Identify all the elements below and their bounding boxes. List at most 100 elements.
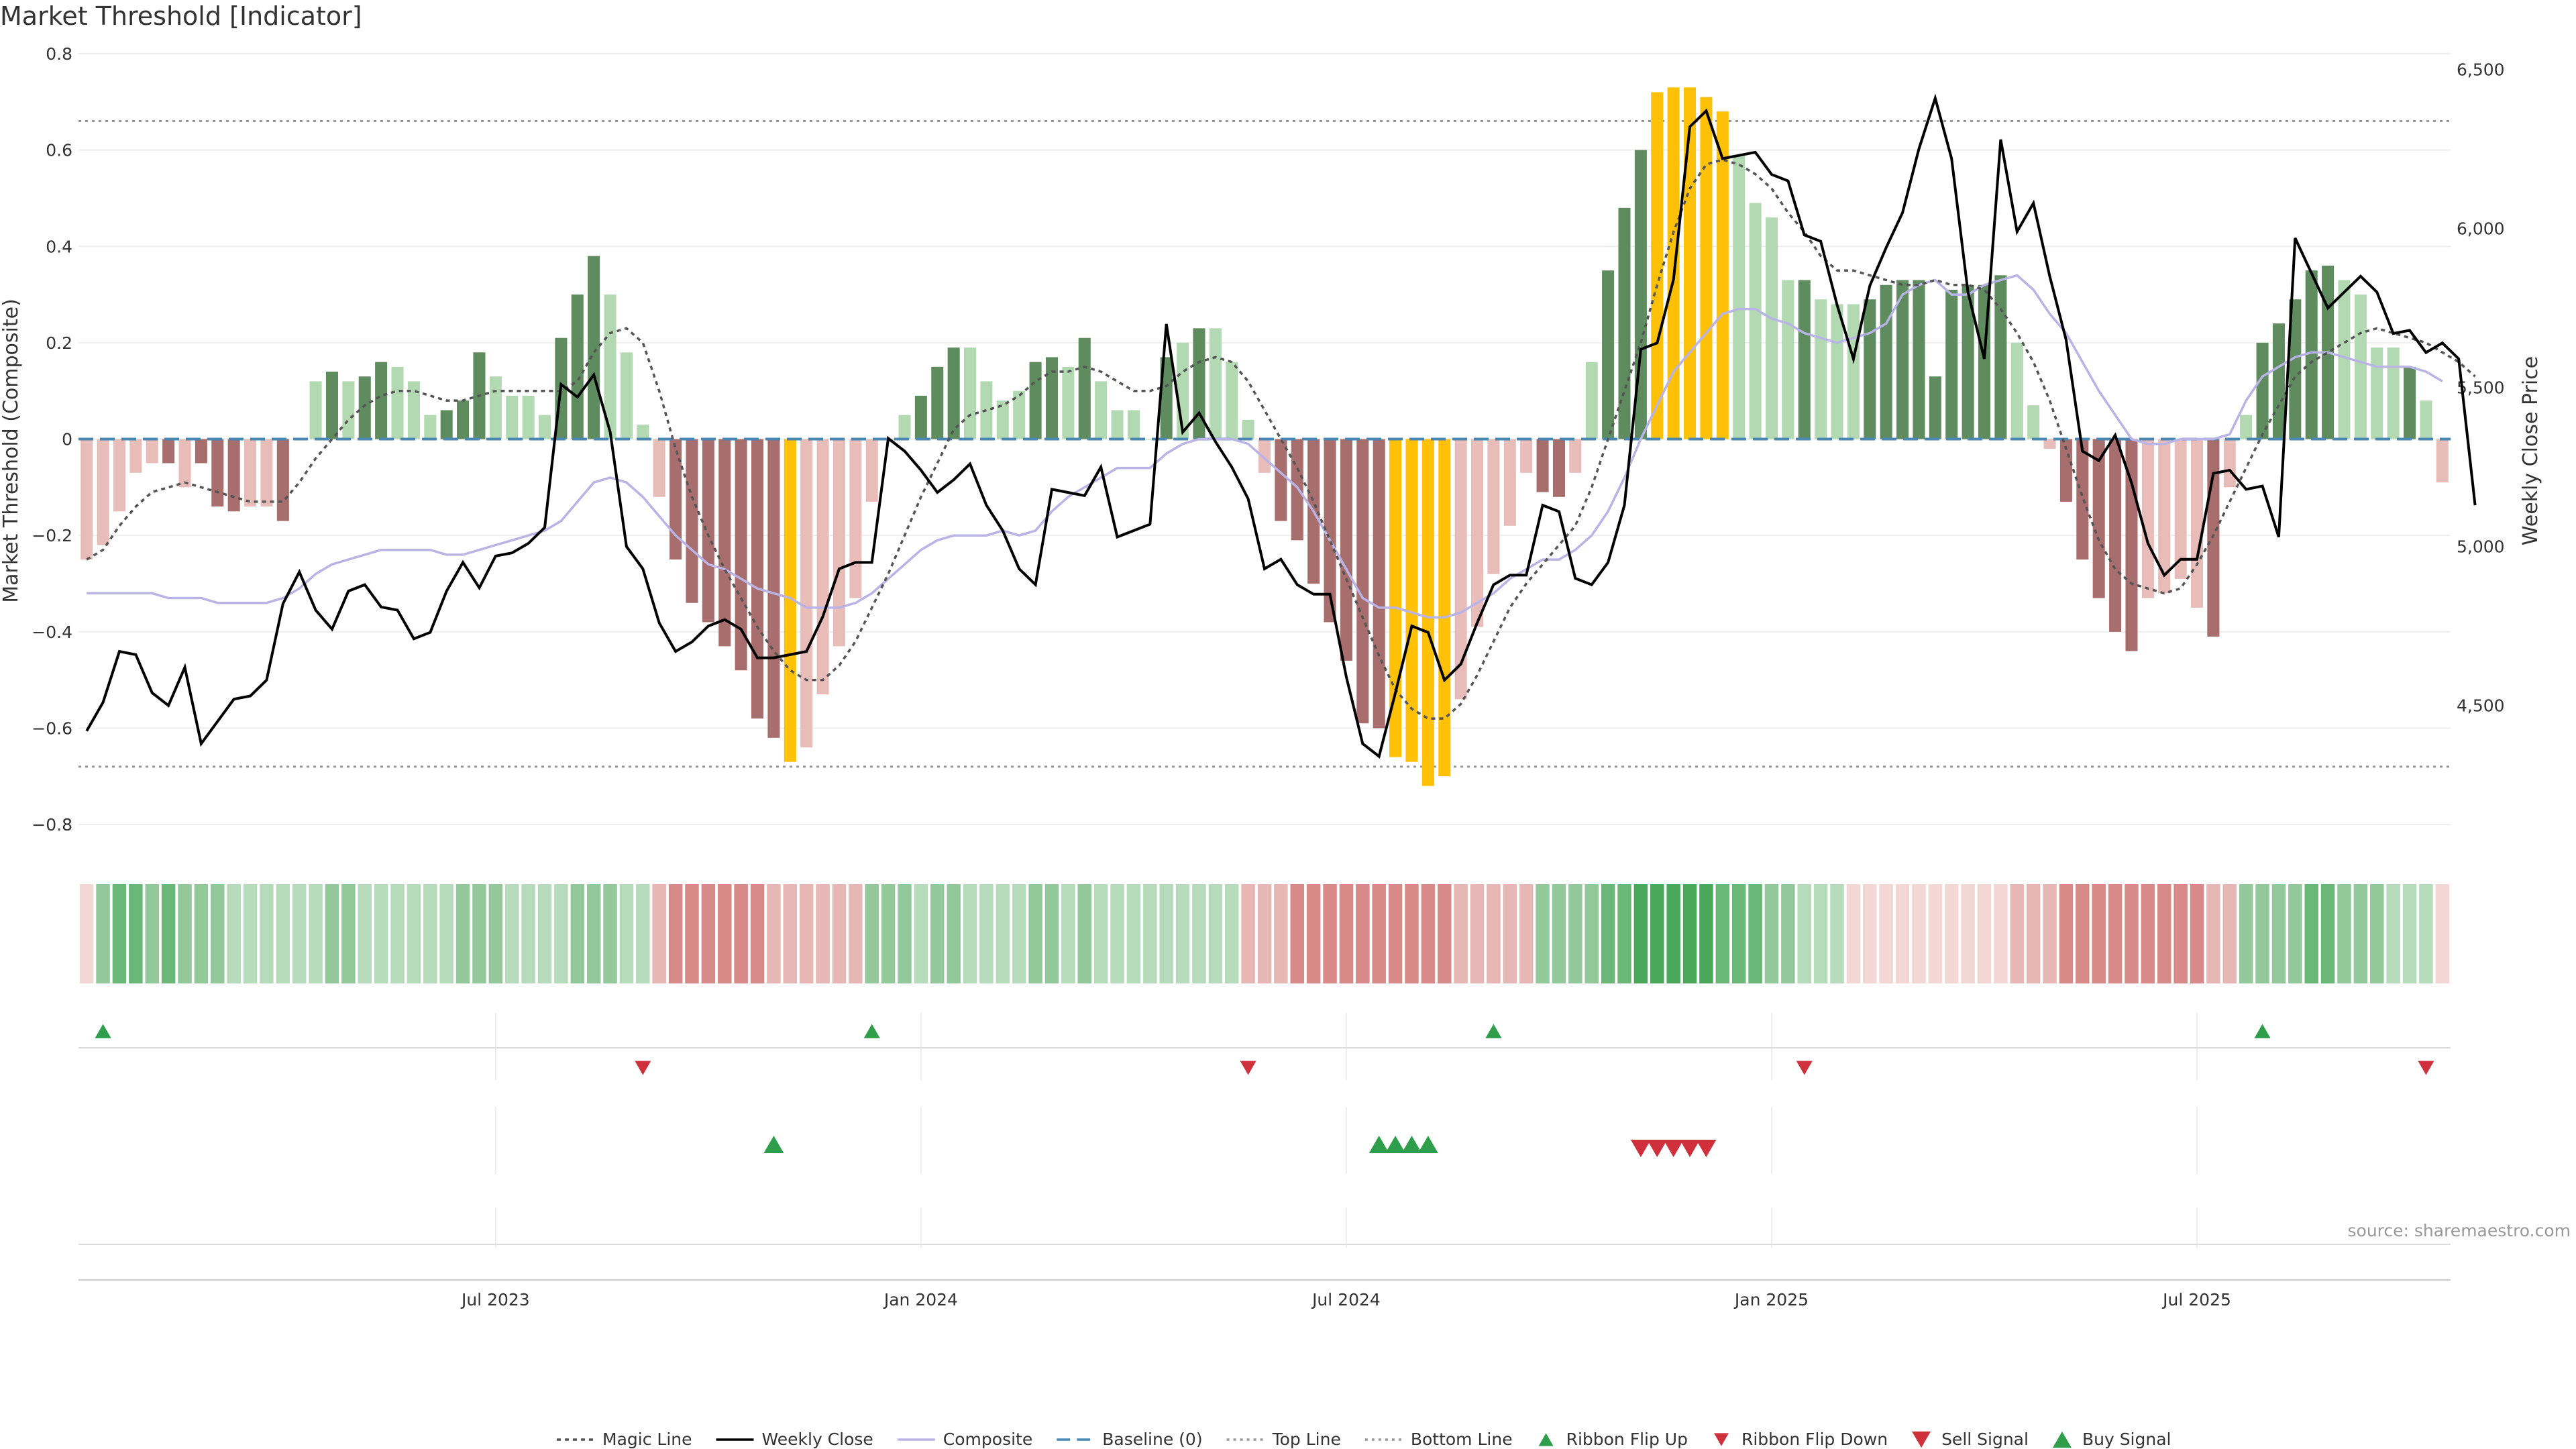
ribbon-cell bbox=[521, 884, 535, 983]
ribbon-cell bbox=[881, 884, 896, 983]
composite-bar bbox=[309, 381, 322, 439]
composite-bar bbox=[1193, 328, 1205, 439]
x-tick-label: Jul 2025 bbox=[2161, 1290, 2231, 1309]
y-tick-label: 0 bbox=[62, 430, 72, 449]
ribbon-cell bbox=[2125, 884, 2139, 983]
composite-bar bbox=[407, 381, 420, 439]
composite-bar bbox=[2289, 299, 2302, 439]
composite-bar bbox=[996, 400, 1009, 439]
y2-tick-label: 5,500 bbox=[2457, 378, 2505, 398]
composite-bar bbox=[1340, 439, 1352, 661]
ribbon-cell bbox=[1077, 884, 1091, 983]
ribbon-cell bbox=[2337, 884, 2351, 983]
ribbon-cell bbox=[2386, 884, 2400, 983]
ribbon-cell bbox=[554, 884, 568, 983]
ribbon-cell bbox=[2402, 884, 2417, 983]
y2-tick-label: 6,500 bbox=[2457, 60, 2505, 80]
composite-bar bbox=[97, 439, 109, 545]
composite-bar bbox=[2190, 439, 2204, 608]
composite-bar bbox=[1962, 284, 1974, 439]
composite-bar bbox=[751, 439, 764, 719]
composite-bar bbox=[260, 439, 273, 507]
ribbon-cell bbox=[79, 884, 94, 983]
composite-bar bbox=[686, 439, 698, 603]
ribbon-cell bbox=[1797, 884, 1811, 983]
ribbon-cell bbox=[767, 884, 781, 983]
composite-bar bbox=[457, 400, 470, 439]
ribbon-cell bbox=[472, 884, 486, 983]
ribbon-cell bbox=[1536, 884, 1550, 983]
composite-bar bbox=[1454, 439, 1467, 700]
composite-bar bbox=[2158, 439, 2171, 594]
ribbon-cell bbox=[1994, 884, 2008, 983]
ribbon-cell bbox=[849, 884, 863, 983]
composite-bar bbox=[898, 415, 911, 439]
ribbon-cell bbox=[1470, 884, 1485, 983]
ribbon-cell bbox=[2108, 884, 2123, 983]
composite-bar bbox=[1994, 275, 2007, 439]
ribbon-cell bbox=[504, 884, 519, 983]
composite-bar bbox=[1275, 439, 1287, 521]
ribbon-cell bbox=[2222, 884, 2237, 983]
ribbon-cell bbox=[1846, 884, 1861, 983]
composite-bar bbox=[1470, 439, 1484, 627]
ribbon-cell bbox=[783, 884, 798, 983]
ribbon-cell bbox=[652, 884, 666, 983]
ribbon-cell bbox=[1830, 884, 1844, 983]
composite-bar bbox=[1667, 87, 1680, 439]
composite-bar bbox=[1896, 280, 1909, 439]
y-tick-label: 0.8 bbox=[46, 44, 72, 64]
ribbon-cell bbox=[996, 884, 1010, 983]
ribbon-cell bbox=[2320, 884, 2335, 983]
ribbon-cell bbox=[537, 884, 552, 983]
ribbon-cell bbox=[947, 884, 961, 983]
ribbon-cell bbox=[1813, 884, 1828, 983]
y2-axis-title: Weekly Close Price bbox=[2519, 356, 2542, 545]
composite-bar bbox=[1880, 284, 1892, 439]
legend-label: Baseline (0) bbox=[1102, 1430, 1202, 1449]
ribbon-cell bbox=[1339, 884, 1354, 983]
ribbon-cell bbox=[1290, 884, 1305, 983]
composite-bar bbox=[489, 376, 502, 439]
ribbon-cell bbox=[619, 884, 634, 983]
ribbon-cell bbox=[1519, 884, 1534, 983]
ribbon-cell bbox=[1241, 884, 1255, 983]
ribbon-cell bbox=[636, 884, 650, 983]
composite-bar bbox=[1503, 439, 1516, 526]
composite-bar bbox=[571, 294, 584, 439]
ribbon-flip-up-marker bbox=[2254, 1024, 2271, 1038]
ribbon-cell bbox=[1585, 884, 1599, 983]
composite-bar bbox=[1111, 410, 1124, 439]
composite-bar bbox=[1520, 439, 1533, 473]
ribbon-cell bbox=[570, 884, 585, 983]
ribbon-cell bbox=[2043, 884, 2057, 983]
composite-bar bbox=[914, 395, 927, 439]
ribbon-cell bbox=[1863, 884, 1877, 983]
ribbon-cell bbox=[1487, 884, 1501, 983]
y-tick-label: −0.2 bbox=[32, 526, 72, 545]
ribbon-cell bbox=[1257, 884, 1272, 983]
ribbon-cell bbox=[2010, 884, 2025, 983]
ribbon-cell bbox=[2174, 884, 2188, 983]
composite-bar bbox=[1749, 203, 1762, 439]
ribbon-cell bbox=[1666, 884, 1680, 983]
composite-bar bbox=[211, 439, 224, 507]
composite-bar bbox=[1618, 207, 1631, 439]
composite-bar bbox=[1913, 280, 1925, 439]
x-tick-label: Jan 2024 bbox=[883, 1290, 958, 1309]
ribbon-cell bbox=[930, 884, 945, 983]
legend-label: Weekly Close bbox=[762, 1430, 873, 1449]
composite-bar bbox=[538, 415, 551, 439]
sell-signal-marker bbox=[1680, 1139, 1701, 1158]
composite-bar bbox=[1095, 381, 1108, 439]
composite-bar bbox=[342, 381, 355, 439]
ribbon-cell bbox=[1126, 884, 1141, 983]
ribbon-cell bbox=[488, 884, 503, 983]
ribbon-cell bbox=[2419, 884, 2433, 983]
ribbon-cell bbox=[2026, 884, 2041, 983]
composite-bar bbox=[375, 362, 388, 439]
ribbon-cell bbox=[1503, 884, 1517, 983]
ribbon-cell bbox=[1208, 884, 1223, 983]
composite-bar bbox=[833, 439, 845, 647]
composite-bar bbox=[1733, 154, 1746, 439]
